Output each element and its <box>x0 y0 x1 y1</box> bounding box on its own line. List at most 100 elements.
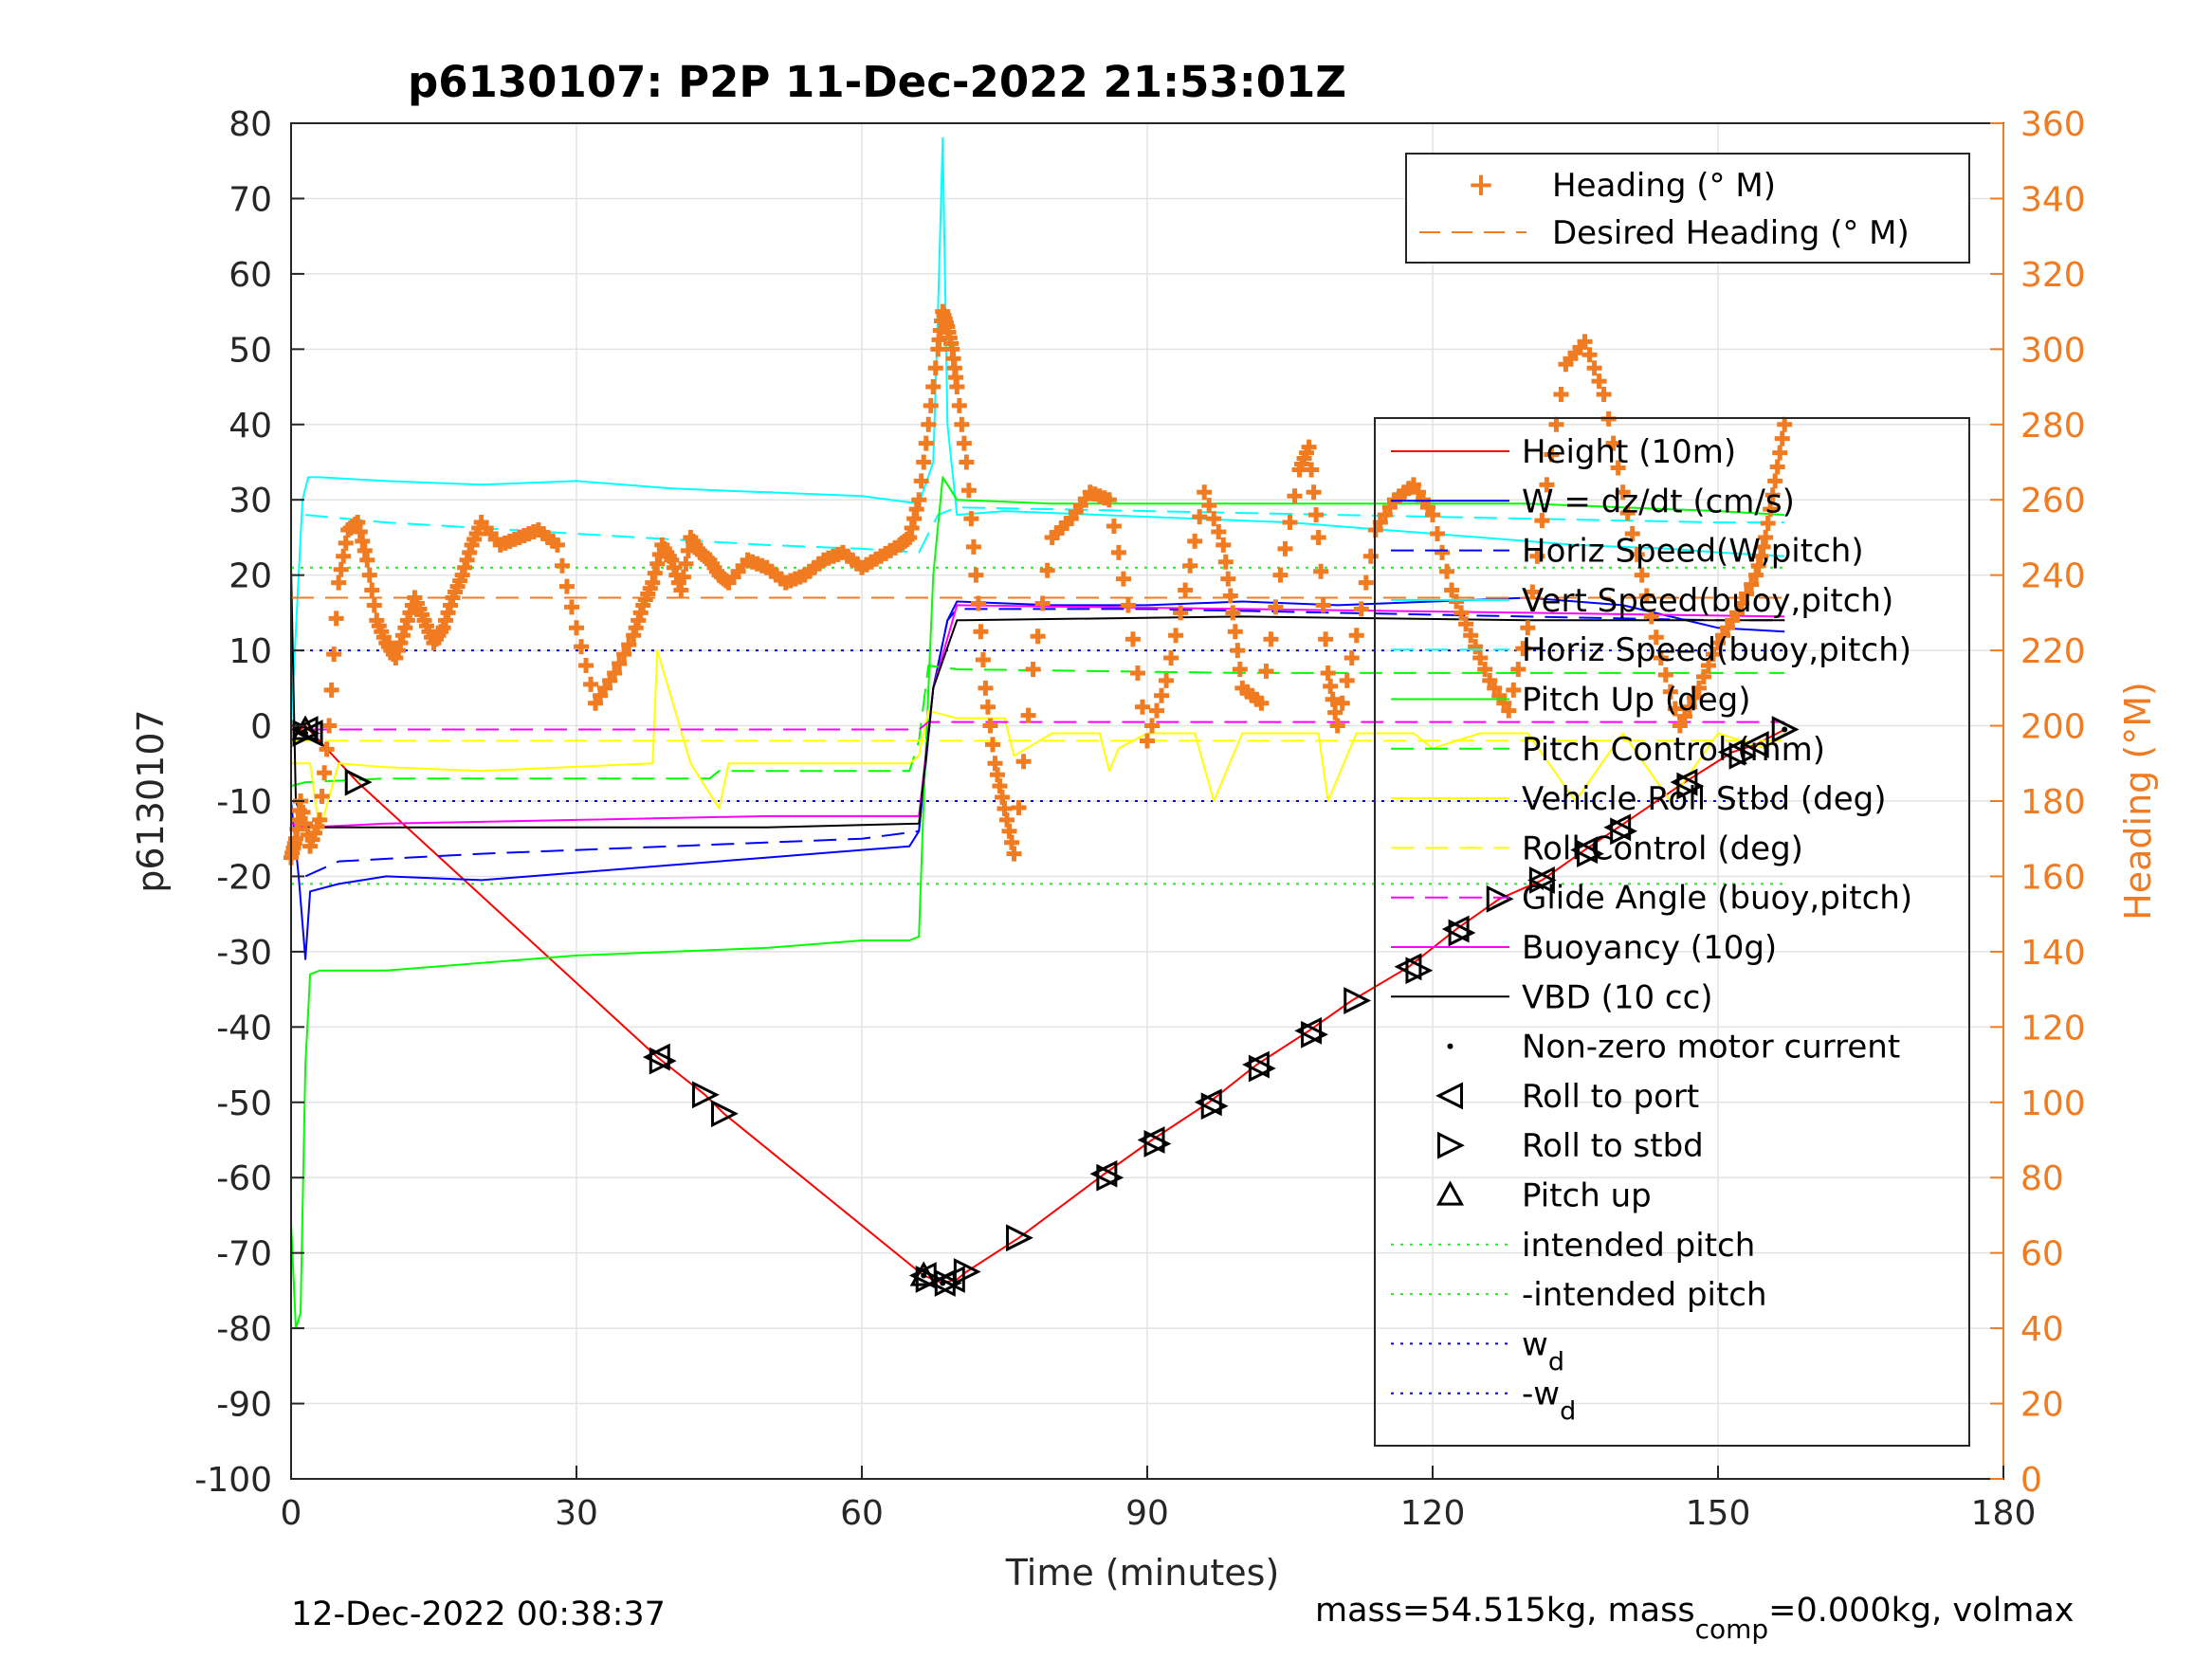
heading-marker-interp <box>1306 484 1322 501</box>
heading-marker <box>1120 597 1136 613</box>
heading-marker-interp <box>578 658 594 673</box>
heading-marker <box>1140 733 1155 749</box>
legend-label-text: w <box>1522 1325 1548 1363</box>
heading-marker-interp <box>1227 624 1243 640</box>
footer-mass-post: =0.000kg, volmax <box>1768 1592 2074 1630</box>
y-tick-label: -10 <box>216 783 272 822</box>
heading-marker-interp <box>583 676 599 692</box>
marker-motor-current <box>302 730 309 737</box>
legend-label: W = dz/dt (cm/s) <box>1522 483 1795 520</box>
heading-marker-interp <box>1232 661 1248 677</box>
heading-marker-interp <box>1695 668 1711 684</box>
y-tick-label: -100 <box>194 1461 272 1500</box>
footer-mass-pre: mass=54.515kg, mass <box>1315 1592 1695 1630</box>
heading-marker-interp <box>975 652 991 668</box>
y-right-tick-label: 220 <box>2020 632 2086 671</box>
legend-label-text: Height (10m) <box>1522 433 1736 471</box>
series-lines <box>290 137 1785 1330</box>
heading-marker-interp <box>1277 540 1293 556</box>
heading-marker <box>1253 695 1270 711</box>
legend-label-text: intended pitch <box>1522 1227 1755 1265</box>
y-tick-label: 40 <box>229 407 272 446</box>
heading-marker-interp <box>1435 544 1451 560</box>
y-tick-label: -90 <box>216 1386 272 1425</box>
heading-marker <box>1729 605 1746 621</box>
heading-marker-interp <box>1750 557 1766 574</box>
heading-marker-interp <box>1648 629 1664 646</box>
legend-label: Roll to stbd <box>1522 1127 1704 1165</box>
heading-marker <box>1425 507 1440 523</box>
x-tick-label: 60 <box>840 1494 884 1533</box>
heading-marker-interp <box>1744 576 1760 592</box>
heading-marker-interp <box>554 557 570 574</box>
series-pitch-up-deg <box>290 476 1785 1330</box>
heading-marker-interp <box>1313 563 1329 579</box>
heading-marker-interp <box>982 718 998 734</box>
heading-marker <box>1197 484 1213 501</box>
heading-marker-interp <box>1753 548 1769 564</box>
legend-label-text: Vert Speed(buoy,pitch) <box>1522 582 1893 620</box>
heading-marker-interp <box>323 682 339 698</box>
legend-label-text: Roll to port <box>1522 1078 1699 1116</box>
heading-marker-interp <box>440 605 456 621</box>
heading-marker-interp <box>1705 647 1721 663</box>
legend-heading-label: Heading (° M) <box>1552 167 1776 205</box>
marker-roll-to-stbd <box>934 1269 962 1297</box>
heading-marker-interp <box>352 523 368 539</box>
heading-marker-interp <box>1318 631 1334 647</box>
legend-swatch-pitch-up <box>1435 1180 1465 1206</box>
marker-roll-to-port <box>1741 730 1769 758</box>
legend-label-text: Pitch Control (mm) <box>1522 731 1825 769</box>
series-vert-speed-buoy-pitch <box>290 137 1785 726</box>
heading-marker <box>1539 477 1555 493</box>
heading-marker-interp <box>621 637 637 653</box>
marker-roll-to-stbd <box>1528 866 1557 894</box>
heading-marker <box>549 537 565 553</box>
heading-marker <box>1520 620 1536 636</box>
heading-marker-interp <box>927 360 943 376</box>
heading-marker-interp <box>1015 754 1032 770</box>
heading-marker-interp <box>443 597 459 613</box>
heading-marker-interp <box>1315 597 1331 613</box>
heading-marker-interp <box>1755 538 1771 555</box>
heading-marker-interp <box>393 635 409 651</box>
heading-marker <box>1348 628 1364 644</box>
heading-marker-interp <box>1477 661 1493 677</box>
heading-marker-interp <box>1001 823 1017 839</box>
heading-marker <box>1691 680 1707 696</box>
y-tick-label: 50 <box>229 331 272 370</box>
heading-marker <box>1101 492 1117 508</box>
marker-roll-to-stbd <box>1486 884 1514 913</box>
heading-marker-interp <box>1544 447 1560 463</box>
heading-marker-interp <box>1011 799 1027 815</box>
heading-marker <box>607 665 623 681</box>
heading-marker-interp <box>1624 525 1640 541</box>
heading-marker-interp <box>1506 682 1522 698</box>
marker-roll-to-stbd <box>1301 1020 1328 1048</box>
heading-marker-interp <box>906 511 923 527</box>
heading-marker <box>1653 650 1669 666</box>
heading-marker-interp <box>1458 616 1474 632</box>
heading-marker-interp <box>904 520 920 537</box>
heading-marker <box>1615 484 1631 501</box>
heading-marker-interp <box>1581 347 1598 363</box>
heading-marker <box>569 620 584 636</box>
heading-marker <box>978 680 994 696</box>
marker-roll-to-stbd <box>1006 1224 1033 1252</box>
y-tick-label: 0 <box>250 708 272 747</box>
legend-heading: + Heading (° M) Desired Heading (° M) <box>1405 153 1970 264</box>
y-right-tick-label: 180 <box>2020 783 2086 822</box>
heading-marker-interp <box>1182 557 1198 574</box>
heading-marker-interp <box>1686 689 1702 705</box>
legend-label: Pitch Up (deg) <box>1522 682 1750 720</box>
heading-marker-interp <box>951 397 967 413</box>
heading-marker-interp <box>1510 661 1526 677</box>
heading-marker-interp <box>1515 641 1531 657</box>
heading-marker <box>331 574 347 591</box>
legend-heading-box <box>1405 153 1970 264</box>
heading-marker <box>1672 718 1688 734</box>
heading-marker <box>1596 387 1612 402</box>
legend-label: Vert Speed(buoy,pitch) <box>1522 582 1893 620</box>
heading-marker-interp <box>666 559 682 575</box>
